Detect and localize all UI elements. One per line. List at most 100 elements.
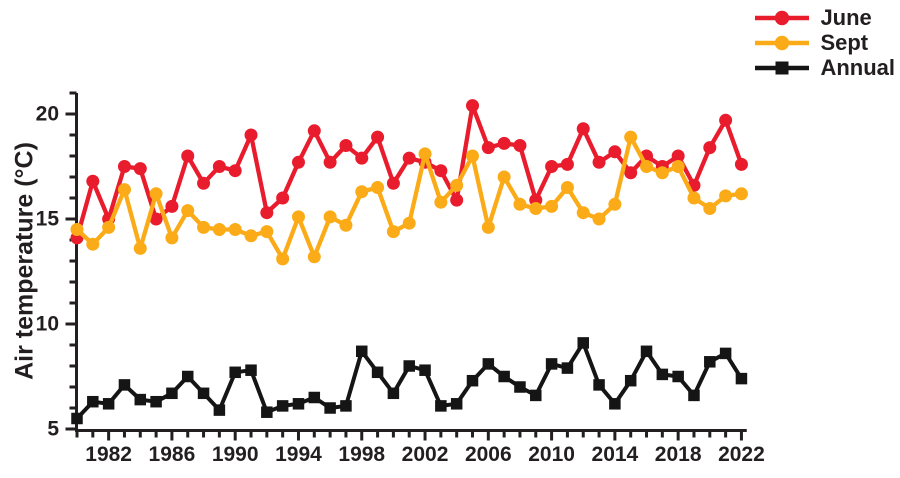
june-point <box>386 176 400 190</box>
annual-point <box>450 398 463 410</box>
june-point <box>197 176 211 190</box>
june-point <box>323 155 337 169</box>
y-axis-title: Air temperature (°C) <box>10 142 39 380</box>
sept-point <box>624 130 638 144</box>
sept-point <box>165 231 179 245</box>
sept-point <box>560 181 574 194</box>
sept-point <box>86 237 100 251</box>
sept-point <box>703 202 717 215</box>
annual-point <box>308 391 321 404</box>
june-point <box>592 155 606 169</box>
annual-legend-marker-icon <box>755 61 810 75</box>
june-legend-marker-icon <box>755 10 810 26</box>
sept-point <box>355 185 369 199</box>
june-point <box>228 164 242 178</box>
legend-circle-marker <box>775 35 790 51</box>
x-tick-label: 2014 <box>592 443 639 466</box>
sept-point <box>434 195 448 209</box>
june-point <box>608 145 622 159</box>
june-point <box>402 151 416 165</box>
annual-point <box>735 372 748 385</box>
x-tick-label: 1994 <box>275 443 322 466</box>
annual-point <box>134 393 147 406</box>
sept-point <box>402 216 416 230</box>
annual-point <box>419 364 431 376</box>
annual-point <box>498 370 510 383</box>
y-tick-label: 5 <box>47 418 59 441</box>
annual-point <box>688 389 700 402</box>
june-point <box>434 164 448 178</box>
annual-point <box>340 400 352 412</box>
annual-point <box>577 337 589 349</box>
june-point <box>212 160 226 173</box>
june-point <box>276 191 290 205</box>
annual-point <box>545 358 558 370</box>
sept-legend-marker-icon <box>755 35 810 51</box>
june-point <box>545 160 559 173</box>
annual-point <box>276 400 289 412</box>
june-point <box>576 122 590 136</box>
annual-point <box>624 374 637 387</box>
sept-point <box>307 250 321 264</box>
june-point <box>260 206 274 220</box>
legend-circle-marker <box>775 10 790 26</box>
june-point <box>560 157 574 171</box>
sept-point <box>529 202 543 215</box>
sept-point <box>117 183 131 197</box>
annual-point <box>356 345 368 358</box>
annual-point <box>403 360 415 372</box>
annual-point <box>640 345 653 358</box>
annual-point <box>150 395 162 408</box>
x-tick-label: 1982 <box>85 443 132 466</box>
june-point <box>307 124 321 138</box>
june-point <box>355 151 369 165</box>
x-tick-label: 2018 <box>655 443 702 466</box>
annual-point <box>593 379 605 391</box>
annual-point <box>530 389 542 402</box>
june-point <box>291 155 305 169</box>
legend-label-annual: Annual <box>820 55 895 80</box>
annual-point <box>118 379 131 391</box>
sept-point <box>481 220 495 234</box>
june-point <box>624 166 638 180</box>
sept-point <box>181 204 195 218</box>
annual-point <box>656 368 669 381</box>
sept-point <box>371 181 385 194</box>
annual-point <box>561 362 574 374</box>
sept-point <box>102 220 116 234</box>
june-point <box>497 136 511 150</box>
sept-point <box>70 223 84 236</box>
june-point <box>86 174 100 188</box>
y-tick-label: 20 <box>36 103 59 126</box>
x-tick-label: 1986 <box>149 443 196 466</box>
annual-point <box>245 364 257 376</box>
sept-point <box>149 187 163 201</box>
sept-point <box>592 212 606 226</box>
annual-point <box>197 387 210 400</box>
june-point <box>339 139 353 152</box>
annual-point <box>181 370 194 383</box>
june-point <box>244 128 258 142</box>
june-point <box>466 99 479 113</box>
sept-point <box>323 210 337 224</box>
june-point <box>481 141 495 155</box>
annual-point <box>466 374 479 387</box>
june-point <box>165 199 179 213</box>
annual-point <box>371 366 384 379</box>
sept-point <box>576 206 590 220</box>
y-tick-label: 15 <box>36 208 60 231</box>
sept-point <box>608 197 622 211</box>
sept-point <box>133 241 147 255</box>
annual-point <box>166 387 178 400</box>
annual-point <box>482 358 495 370</box>
june-point <box>734 157 748 171</box>
sept-point <box>734 187 748 201</box>
annual-point <box>229 366 241 379</box>
sept-point <box>276 252 290 266</box>
x-tick-label: 2006 <box>465 443 512 466</box>
sept-point <box>671 160 685 173</box>
sept-point <box>450 178 464 192</box>
y-tick-label: 10 <box>36 313 59 336</box>
